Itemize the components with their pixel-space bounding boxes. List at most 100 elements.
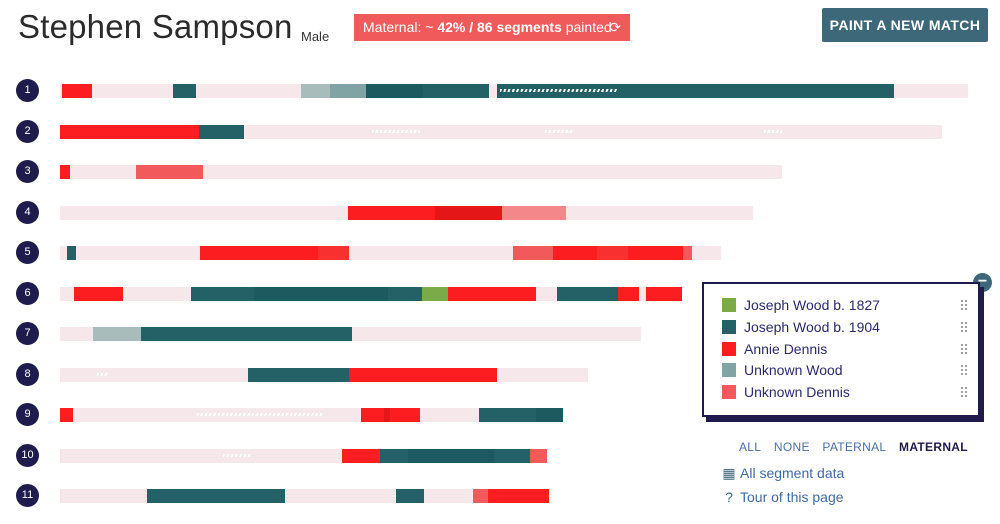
all-segment-data-link[interactable]: ▦ All segment data: [722, 465, 844, 482]
page-title: Stephen Sampson: [18, 8, 293, 45]
refresh-icon[interactable]: ⟳: [609, 19, 621, 35]
chromosome-track[interactable]: [60, 368, 588, 382]
dna-segment[interactable]: [342, 449, 380, 463]
chromosome-row: 10: [0, 444, 1000, 468]
filter-maternal[interactable]: MATERNAL: [899, 440, 968, 454]
dna-segment[interactable]: [384, 408, 390, 422]
dna-segment[interactable]: [473, 489, 488, 503]
unpainted-hatch: [372, 130, 420, 133]
dna-segment[interactable]: [462, 287, 536, 301]
dna-segment[interactable]: [502, 206, 566, 220]
maternal-suffix: painted: [561, 19, 612, 35]
dna-segment[interactable]: [141, 327, 185, 341]
chromosome-track[interactable]: [60, 246, 721, 260]
dna-segment[interactable]: [479, 408, 536, 422]
dna-segment[interactable]: [497, 84, 894, 98]
dna-segment[interactable]: [185, 327, 352, 341]
table-icon: ▦: [722, 465, 736, 481]
unpainted-hatch: [764, 130, 782, 133]
dna-segment[interactable]: [628, 246, 683, 260]
dna-segment[interactable]: [513, 246, 553, 260]
legend-item[interactable]: Unknown Dennis: [722, 383, 972, 401]
filter-paternal[interactable]: PATERNAL: [822, 440, 887, 454]
dna-segment[interactable]: [557, 287, 618, 301]
dna-segment[interactable]: [348, 206, 435, 220]
legend-item[interactable]: Unknown Wood: [722, 361, 972, 379]
chromosome-track[interactable]: [60, 206, 753, 220]
dna-segment[interactable]: [388, 287, 422, 301]
dna-segment[interactable]: [248, 368, 349, 382]
drag-handle-icon[interactable]: [960, 299, 968, 311]
dna-segment[interactable]: [147, 489, 285, 503]
chromosome-row: 9: [0, 403, 1000, 427]
dna-segment[interactable]: [62, 84, 92, 98]
dna-segment[interactable]: [390, 408, 420, 422]
question-circle-icon: ?: [725, 489, 733, 505]
dna-segment[interactable]: [60, 408, 73, 422]
chromosome-row: 2: [0, 120, 1000, 144]
filter-none[interactable]: NONE: [773, 440, 810, 454]
dna-segment[interactable]: [136, 165, 203, 179]
filter-all[interactable]: ALL: [739, 440, 762, 454]
chromosome-track[interactable]: [60, 449, 547, 463]
dna-segment[interactable]: [683, 246, 692, 260]
dna-segment[interactable]: [60, 125, 199, 139]
dna-segment[interactable]: [254, 287, 388, 301]
dna-segment[interactable]: [301, 84, 330, 98]
dna-segment[interactable]: [318, 246, 349, 260]
dna-segment[interactable]: [366, 84, 423, 98]
dna-segment[interactable]: [597, 246, 628, 260]
legend-item[interactable]: Joseph Wood b. 1827: [722, 296, 972, 314]
dna-segment[interactable]: [199, 125, 244, 139]
chromosome-track[interactable]: [60, 408, 563, 422]
dna-segment[interactable]: [536, 408, 563, 422]
dna-segment[interactable]: [646, 287, 682, 301]
chromosome-track[interactable]: [60, 125, 942, 139]
chromosome-track[interactable]: [60, 327, 641, 341]
dna-segment[interactable]: [380, 449, 408, 463]
legend-item[interactable]: Joseph Wood b. 1904: [722, 318, 972, 336]
dna-segment[interactable]: [349, 368, 497, 382]
chromosome-track[interactable]: [60, 84, 968, 98]
legend-item[interactable]: Annie Dennis: [722, 340, 972, 358]
tour-link[interactable]: ? Tour of this page: [722, 489, 843, 505]
dna-segment[interactable]: [330, 84, 366, 98]
dna-segment[interactable]: [93, 327, 141, 341]
dna-segment[interactable]: [396, 489, 424, 503]
dna-segment[interactable]: [553, 246, 597, 260]
chromosome-number-badge: 5: [16, 241, 39, 264]
chromosome-track[interactable]: [60, 287, 682, 301]
gender-label: Male: [301, 29, 330, 44]
chromosome-track[interactable]: [60, 489, 549, 503]
dna-segment[interactable]: [173, 84, 196, 98]
drag-handle-icon[interactable]: [960, 343, 968, 355]
legend-swatch: [722, 298, 736, 312]
chromosome-number-badge: 9: [16, 403, 39, 426]
dna-segment[interactable]: [423, 84, 489, 98]
dna-segment[interactable]: [422, 287, 448, 301]
dna-segment[interactable]: [67, 246, 76, 260]
dna-segment[interactable]: [361, 408, 384, 422]
paint-new-match-button[interactable]: PAINT A NEW MATCH: [822, 8, 988, 42]
chromosome-track[interactable]: [60, 165, 782, 179]
dna-segment[interactable]: [200, 246, 318, 260]
dna-segment[interactable]: [191, 287, 254, 301]
chromosome-row: 6: [0, 282, 1000, 306]
dna-segment[interactable]: [494, 449, 530, 463]
dna-segment[interactable]: [488, 489, 534, 503]
chromosome-row: 8: [0, 363, 1000, 387]
dna-segment[interactable]: [530, 449, 547, 463]
chromosome-number-badge: 10: [16, 444, 39, 467]
drag-handle-icon[interactable]: [960, 386, 968, 398]
dna-segment[interactable]: [408, 449, 494, 463]
dna-segment[interactable]: [534, 489, 549, 503]
drag-handle-icon[interactable]: [960, 321, 968, 333]
maternal-status-badge[interactable]: Maternal: ~ 42% / 86 segments painted ⟳: [354, 14, 630, 41]
dna-segment[interactable]: [74, 287, 123, 301]
dna-segment[interactable]: [60, 165, 70, 179]
dna-segment[interactable]: [448, 287, 462, 301]
drag-handle-icon[interactable]: [960, 364, 968, 376]
dna-segment[interactable]: [435, 206, 502, 220]
legend-label: Unknown Dennis: [744, 384, 850, 400]
dna-segment[interactable]: [618, 287, 639, 301]
